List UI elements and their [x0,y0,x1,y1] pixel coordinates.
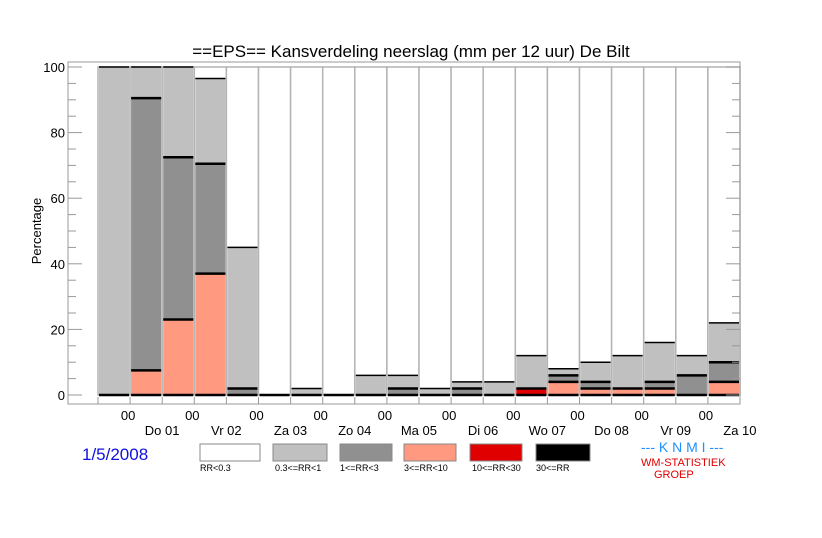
bar-segment-0.3<=RR<1 [484,381,515,395]
bar-segment-0.3<=RR<1 [291,388,322,395]
x-hour-label: 00 [378,408,392,423]
legend-label: 10<=RR<30 [472,463,521,473]
bar-segment-RR<0.3 [418,66,452,396]
y-tick-label: 20 [51,322,65,337]
bar-segment-RR<0.3 [675,66,709,396]
bar-segment-RR<0.3 [354,66,388,396]
bar-segment-3<=RR<10 [644,388,675,395]
bar-segment-RR<0.3 [610,66,645,396]
bar-segment-RR<0.3 [578,66,613,396]
chart-title: ==EPS== Kansverdeling neerslag (mm per 1… [192,42,630,61]
plot-frame [67,61,741,405]
bar-segment-0.3<=RR<1 [548,368,579,376]
x-day-label: Do 01 [145,423,180,438]
bar-segment-1<=RR<3 [195,163,226,274]
legend-swatch-1<=RR<3 [339,443,393,462]
bar-segment-1<=RR<3 [227,388,258,395]
x-hour-label: 00 [185,408,199,423]
bar-segment-0.3<=RR<1 [195,78,226,164]
y-tick-label: 40 [51,257,65,272]
bar-segment-1<=RR<3 [676,375,707,395]
x-day-label: Wo 07 [529,423,566,438]
bar-segment-1<=RR<3 [580,381,611,389]
bar-segment-3<=RR<10 [612,388,643,395]
bar-segment-0.3<=RR<1 [131,67,162,99]
x-day-label: Di 06 [468,423,498,438]
bar-segment-3<=RR<10 [548,381,579,395]
wm-statistiek-label: WM-STATISTIEK [641,457,726,469]
bar-segment-3<=RR<10 [163,319,194,395]
bar-segment-RR<0.3 [289,66,324,396]
bar-segment-0.3<=RR<1 [420,388,451,395]
x-hour-label: 00 [634,408,648,423]
x-hour-label: 00 [506,408,520,423]
x-hour-label: 00 [121,408,135,423]
x-day-label: Za 03 [274,423,307,438]
y-axis-label: Percentage [29,198,44,265]
legend-label: RR<0.3 [200,463,231,473]
y-tick-label: 100 [43,60,65,75]
bar-segment-1<=RR<3 [548,375,579,382]
bar-segment-0.3<=RR<1 [99,67,130,395]
bar-segment-1<=RR<3 [644,381,675,389]
bar-segment-3<=RR<10 [708,381,739,395]
bar-segment-RR<0.3 [321,66,356,396]
legend-swatch-10<=RR<30 [469,443,523,462]
x-day-label: Do 08 [594,423,629,438]
bar-segment-RR<0.3 [514,66,549,396]
bar-segment-0.3<=RR<1 [708,322,739,363]
bar-segment-3<=RR<10 [580,388,611,395]
bar-segment-1<=RR<3 [131,98,162,371]
legend-swatch-0.3<=RR<1 [272,443,328,462]
bar-segment-RR<0.3 [482,66,517,396]
x-day-label: Vr 09 [660,423,691,438]
groep-label: GROEP [654,469,694,481]
x-day-label: Zo 04 [338,423,371,438]
x-hour-label: 00 [249,408,263,423]
x-hour-label: 00 [442,408,456,423]
legend-swatch-30<=RR [535,443,591,462]
bar-segment-1<=RR<3 [452,388,483,395]
bar-segment-3<=RR<10 [131,370,162,395]
bar-segment-0.3<=RR<1 [163,67,194,158]
bar-segment-0.3<=RR<1 [612,355,643,389]
x-day-label: Ma 05 [401,423,437,438]
bar-segment-0.3<=RR<1 [644,342,675,382]
legend-label: 0.3<=RR<1 [275,463,321,473]
bar-segment-3<=RR<10 [195,273,226,395]
legend-label: 30<=RR [536,463,570,473]
legend-swatch-3<=RR<10 [403,443,457,462]
bar-segment-RR<0.3 [546,66,581,396]
bar-segment-RR<0.3 [257,66,292,396]
legend-swatch-RR<0.3 [199,443,261,462]
legend-label: 1<=RR<3 [340,463,379,473]
y-tick-label: 60 [51,191,65,206]
x-hour-label: 00 [570,408,584,423]
date-label: 1/5/2008 [82,445,149,464]
knmi-label: --- K N M I --- [641,439,724,455]
bar-segment-0.3<=RR<1 [580,362,611,382]
x-hour-label: 00 [699,408,713,423]
y-tick-label: 80 [51,126,65,141]
bar-segment-0.3<=RR<1 [387,375,418,389]
bar-segment-0.3<=RR<1 [676,355,707,376]
bar-segment-0.3<=RR<1 [452,381,483,389]
bar-segment-0.3<=RR<1 [516,355,547,389]
x-hour-label: 00 [313,408,327,423]
legend-label: 3<=RR<10 [404,463,448,473]
bar-segment-1<=RR<3 [708,362,739,382]
bar-segment-RR<0.3 [450,66,484,396]
x-day-label: Za 10 [723,423,756,438]
x-day-label: Vr 02 [211,423,242,438]
bar-segment-0.3<=RR<1 [227,247,258,389]
bar-segment-1<=RR<3 [387,388,418,395]
bar-segment-10<=RR<30 [516,388,547,395]
bar-segment-RR<0.3 [386,66,420,396]
bar-segment-0.3<=RR<1 [355,375,386,395]
bar-segment-1<=RR<3 [163,157,194,320]
bar-segment-RR<0.3 [642,66,677,396]
y-tick-label: 0 [58,388,65,403]
